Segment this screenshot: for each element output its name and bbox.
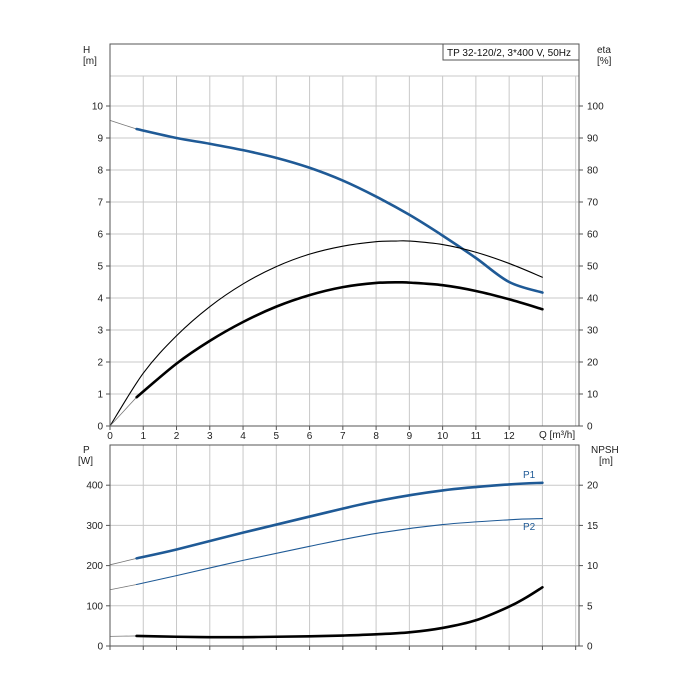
- tick-labels: 0 1 2 3 4 5 6 7 8 9 10 11 12012345678910010203040506…: [86, 102, 604, 653]
- y-right-tick-label: 15: [587, 521, 599, 532]
- top-right-axis-unit: [%]: [597, 56, 612, 67]
- y-right-tick-label: 70: [587, 198, 599, 209]
- y-left-tick-label: 100: [86, 601, 103, 612]
- x-tick-label: 2: [174, 431, 180, 442]
- bottom-series-line-1-extension: [109, 584, 137, 591]
- bottom-series-line-0-extension: [109, 557, 137, 566]
- series-label-p1: P1: [523, 470, 536, 481]
- x-tick-label: 0: [107, 431, 113, 442]
- y-left-tick-label: 200: [86, 561, 103, 572]
- x-tick-label: 3: [207, 431, 213, 442]
- top-left-axis-unit: [m]: [83, 56, 97, 67]
- top-series-line-2-extension: [109, 396, 137, 427]
- y-right-tick-label: 10: [587, 561, 599, 572]
- y-left-tick-label: 1: [97, 390, 103, 401]
- bottom-series-line-1: [136, 518, 543, 586]
- bottom-panel-grid: [110, 445, 579, 646]
- y-right-tick-label: 20: [587, 481, 599, 492]
- y-right-tick-label: 90: [587, 134, 599, 145]
- y-right-tick-label: 60: [587, 230, 599, 241]
- top-series-line-2: [135, 280, 544, 399]
- y-left-tick-label: 6: [97, 230, 103, 241]
- y-right-tick-label: 5: [587, 601, 593, 612]
- title-box: [442, 43, 580, 61]
- x-tick-label: 11: [471, 431, 482, 442]
- x-tick-label: 7: [340, 431, 346, 442]
- bottom-left-axis-unit: [W]: [78, 456, 93, 467]
- y-left-tick-label: 8: [97, 166, 103, 177]
- top-series-line-1: [109, 240, 543, 427]
- top-right-axis-name: eta: [597, 45, 611, 56]
- y-left-tick-label: 9: [97, 134, 103, 145]
- y-right-tick-label: 100: [587, 102, 604, 113]
- top-series-line-0-extension: [109, 120, 137, 130]
- y-left-tick-label: 0: [97, 642, 103, 653]
- bottom-right-axis-name: NPSH: [591, 445, 619, 456]
- bottom-right-axis-unit: [m]: [599, 456, 613, 467]
- x-tick-label: 5: [274, 431, 280, 442]
- top-panel-grid: [110, 75, 579, 426]
- bottom-left-axis-name: P: [83, 445, 90, 456]
- x-tick-label: 6: [307, 431, 313, 442]
- y-right-tick-label: 80: [587, 166, 599, 177]
- series-label-p2: P2: [523, 522, 536, 533]
- y-left-tick-label: 2: [97, 358, 103, 369]
- curves: [109, 120, 544, 639]
- y-right-tick-label: 0: [587, 642, 593, 653]
- bottom-panel-frame: [109, 444, 580, 647]
- x-axis-label: Q [m³/h]: [539, 430, 575, 441]
- x-tick-label: 8: [373, 431, 379, 442]
- y-left-tick-label: 400: [86, 481, 103, 492]
- bottom-series-line-2: [135, 586, 544, 639]
- y-right-tick-label: 40: [587, 294, 599, 305]
- x-tick-label: 1: [140, 431, 146, 442]
- y-right-tick-label: 20: [587, 358, 599, 369]
- y-right-tick-label: 10: [587, 390, 599, 401]
- top-left-axis-name: H: [83, 45, 90, 56]
- x-tick-label: 10: [437, 431, 449, 442]
- y-right-tick-label: 50: [587, 262, 599, 273]
- x-tick-label: 12: [504, 431, 516, 442]
- y-right-tick-label: 0: [587, 422, 593, 433]
- y-left-tick-label: 4: [97, 294, 103, 305]
- y-left-tick-label: 7: [97, 198, 103, 209]
- y-left-tick-label: 0: [97, 422, 103, 433]
- y-right-tick-label: 30: [587, 326, 599, 337]
- y-left-tick-label: 5: [97, 262, 103, 273]
- x-tick-label: 4: [240, 431, 246, 442]
- bottom-series-line-0: [135, 481, 544, 560]
- top-series-line-0: [135, 127, 544, 294]
- y-left-tick-label: 10: [92, 102, 104, 113]
- x-tick-label: 9: [407, 431, 413, 442]
- chart-title: TP 32-120/2, 3*400 V, 50Hz: [447, 48, 571, 59]
- y-left-tick-label: 300: [86, 521, 103, 532]
- y-left-tick-label: 3: [97, 326, 103, 337]
- top-panel-frame: [109, 43, 580, 427]
